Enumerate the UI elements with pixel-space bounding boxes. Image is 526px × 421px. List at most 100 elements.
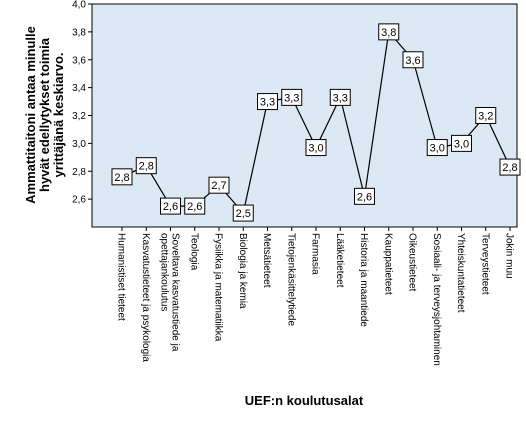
x-tick-label-line: Lääketieteet — [334, 233, 345, 288]
data-label: 3,8 — [381, 27, 396, 39]
data-label-box — [281, 88, 303, 106]
data-label-box — [111, 168, 133, 186]
y-axis-title-line: hyvät edellytykset toimia — [37, 37, 52, 192]
x-tick-label: Metsätieteet — [261, 233, 272, 288]
data-label-box — [378, 23, 400, 41]
data-point: 3,6 — [402, 51, 424, 69]
x-tick-label-line: Soveltava kasvatustiede ja — [170, 233, 181, 352]
x-tick-label: Soveltava kasvatustiede jaopettajankoulu… — [159, 233, 181, 352]
data-label-box — [475, 107, 497, 124]
y-tick-label: 3,8 — [72, 27, 86, 38]
x-tick-label: Terveystieteet — [479, 233, 490, 295]
x-tick-label: Historia ja maantiede — [358, 233, 369, 327]
x-tick-label-line: Metsätieteet — [261, 233, 272, 288]
data-point: 3,0 — [426, 139, 448, 157]
x-tick-label: Humanistiset tieteet — [116, 233, 127, 321]
data-label: 3,6 — [405, 55, 420, 67]
data-point: 3,3 — [329, 88, 351, 106]
data-point: 2,8 — [499, 158, 521, 176]
x-tick-label: Tietojenkäsittelytiede — [285, 233, 296, 326]
data-label: 3,0 — [430, 143, 445, 155]
x-tick-label: Oikeustieteet — [407, 233, 418, 292]
x-axis: Humanistiset tieteet Kasvatustieteet ja p… — [116, 227, 515, 366]
x-tick-label: Fysiikka ja matematiikka — [213, 233, 224, 342]
data-point: 2,5 — [232, 204, 254, 222]
data-label: 3,0 — [454, 138, 469, 150]
x-tick-label-line: Tietojenkäsittelytiede — [285, 233, 296, 326]
x-tick-label: Yhteiskuntatieteet — [455, 233, 466, 313]
data-label: 2,6 — [357, 191, 372, 203]
data-label-box — [402, 51, 424, 69]
data-point: 3,2 — [475, 107, 497, 124]
x-tick-label-line: Sosiaali- ja terveysjohtaminen — [431, 233, 442, 366]
data-label-box — [160, 197, 181, 215]
data-point: 3,3 — [257, 93, 278, 111]
data-label-box — [135, 157, 157, 175]
data-point: 3,0 — [305, 139, 327, 157]
data-point: 2,6 — [184, 197, 206, 215]
data-label: 2,7 — [211, 180, 226, 192]
data-point: 2,8 — [135, 157, 157, 175]
y-axis-title-line: yrittäjänä keskiarvo. — [51, 52, 66, 177]
data-point: 3,0 — [451, 134, 472, 152]
data-label-box — [354, 187, 375, 205]
x-tick-label-line: Terveystieteet — [479, 233, 490, 295]
y-axis-title: Ammattitaitoni antaa minullehyvät edelly… — [23, 26, 66, 204]
y-tick-label: 3,4 — [72, 83, 86, 94]
data-point: 3,3 — [281, 88, 303, 106]
data-point: 2,6 — [354, 187, 375, 205]
x-tick-label-line: Farmasia — [310, 233, 321, 275]
y-axis: 2,6 2,8 3,0 3,2 3,4 3,6 3,8 4,0 — [72, 0, 92, 206]
data-label-box — [232, 204, 254, 222]
data-label: 2,6 — [163, 201, 178, 213]
x-tick-label-line: Biologia ja kemia — [237, 233, 248, 309]
data-label-box — [184, 197, 206, 215]
data-label: 3,2 — [478, 111, 493, 123]
data-label: 3,0 — [308, 143, 323, 155]
data-labels: 2,8 2,8 2,6 2,6 2,7 2,5 3,3 3,3 3,0 3,3 2,6 3,8 3,6 3… — [111, 23, 521, 222]
x-tick-label-line: Humanistiset tieteet — [116, 233, 127, 321]
data-point: 3,8 — [378, 23, 400, 41]
x-tick-label-line: Jokin muu — [504, 233, 515, 279]
data-label: 2,8 — [114, 172, 129, 184]
data-label: 2,8 — [139, 161, 154, 173]
x-tick-label: Jokin muu — [504, 233, 515, 279]
data-label-box — [426, 139, 448, 157]
plot-area — [91, 3, 518, 228]
y-tick-label: 2,8 — [72, 167, 86, 178]
x-tick-label-line: Oikeustieteet — [407, 233, 418, 292]
data-point: 2,6 — [160, 197, 181, 215]
data-label-box — [499, 158, 521, 176]
data-label: 3,3 — [260, 97, 275, 109]
data-label-box — [305, 139, 327, 157]
data-point: 2,8 — [111, 168, 133, 186]
y-tick-label: 3,2 — [72, 111, 86, 122]
x-tick-label: Farmasia — [310, 233, 321, 275]
x-tick-label: Sosiaali- ja terveysjohtaminen — [431, 233, 442, 366]
y-axis-title-line: Ammattitaitoni antaa minulle — [23, 26, 38, 204]
y-tick-label: 3,6 — [72, 55, 86, 66]
data-label: 3,3 — [284, 92, 299, 104]
data-label-box — [451, 134, 472, 152]
data-label-box — [208, 176, 230, 194]
x-tick-label: Kasvatustieteet ja psykologia — [140, 233, 151, 362]
x-tick-label: Lääketieteet — [334, 233, 345, 288]
x-tick-label: Kauppatieteet — [382, 233, 393, 295]
x-axis-title: UEF:n koulutusalat — [245, 393, 364, 408]
x-tick-label-line: Kasvatustieteet ja psykologia — [140, 233, 151, 362]
data-point: 2,7 — [208, 176, 230, 194]
x-tick-label-line: Yhteiskuntatieteet — [455, 233, 466, 313]
y-tick-label: 4,0 — [72, 0, 86, 11]
data-label: 3,3 — [333, 92, 348, 104]
x-tick-label: Biologia ja kemia — [237, 233, 248, 309]
data-label: 2,6 — [187, 201, 202, 213]
y-tick-label: 3,0 — [72, 139, 86, 150]
x-tick-label: Teologia — [188, 233, 199, 271]
x-tick-label-line: Kauppatieteet — [382, 233, 393, 295]
x-tick-label-line: Teologia — [188, 233, 199, 271]
x-tick-label-line: Historia ja maantiede — [358, 233, 369, 327]
data-label-box — [329, 88, 351, 106]
data-label-box — [257, 93, 278, 111]
data-label: 2,8 — [502, 162, 517, 174]
